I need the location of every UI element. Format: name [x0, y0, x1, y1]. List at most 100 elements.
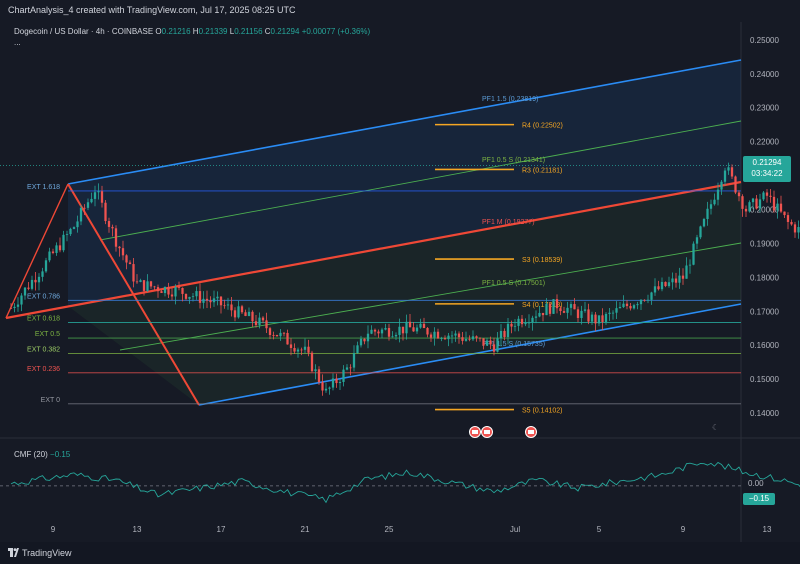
pitchfork-median-line: [5, 180, 742, 320]
sr-level-label: S4 (0.17218): [522, 302, 562, 309]
y-tick-label: 0.15000: [750, 375, 779, 384]
candle-body: [387, 328, 391, 337]
candle-body: [275, 335, 279, 337]
candle-body: [422, 323, 426, 329]
candle-body: [118, 246, 121, 249]
candle-body: [97, 191, 100, 193]
candle-body: [128, 262, 132, 265]
candle-body: [219, 296, 223, 306]
candle-body: [555, 299, 559, 309]
candle-body: [125, 255, 128, 263]
candle-body: [44, 260, 48, 272]
candle-body: [576, 309, 580, 318]
footer-bar: TradingView: [0, 542, 800, 564]
candle-body: [62, 234, 65, 251]
candle-body: [373, 329, 377, 332]
candle-body: [408, 321, 412, 328]
candle-body: [86, 202, 90, 208]
candle-body: [415, 327, 419, 332]
candle-body: [139, 280, 142, 282]
candle-body: [657, 286, 660, 290]
candle-body: [461, 337, 464, 341]
candle-body: [692, 243, 695, 265]
candle-body: [338, 381, 342, 384]
last-price-tag: 0.21294 03:34:22: [743, 156, 791, 182]
cmf-label[interactable]: CMF (20): [14, 450, 48, 459]
candle-body: [499, 330, 503, 339]
candle-body: [639, 299, 643, 305]
candle-body: [751, 198, 755, 203]
x-tick-label: 5: [597, 525, 602, 534]
x-tick-label: 13: [133, 525, 142, 534]
pitchfork-handle-left: [5, 183, 69, 319]
tradingview-logo-icon[interactable]: [8, 548, 19, 558]
candle-body: [100, 191, 104, 203]
candle-body: [380, 329, 384, 334]
event-flag-mark: [484, 430, 490, 434]
candle-body: [653, 286, 657, 293]
candle-body: [149, 281, 153, 287]
candle-body: [685, 265, 688, 279]
event-flag-mark: [472, 430, 478, 434]
candle-body: [632, 305, 636, 309]
candle-body: [678, 275, 681, 283]
candle-body: [352, 353, 356, 368]
candle-body: [240, 306, 244, 313]
candle-body: [790, 221, 793, 225]
change-value: +0.00077 (+0.36%): [301, 27, 371, 36]
close-label: C: [264, 27, 271, 36]
candle-body: [587, 309, 590, 322]
candle-body: [233, 310, 237, 318]
price-chart[interactable]: 0.250000.240000.230000.220000.210000.200…: [0, 22, 800, 542]
candle-body: [426, 328, 429, 335]
candle-body: [783, 211, 786, 216]
fib-level-label: EXT 0.382: [27, 347, 60, 354]
candle-body: [464, 338, 468, 341]
candle-body: [741, 196, 744, 209]
candle-body: [401, 326, 405, 334]
candle-body: [779, 203, 783, 212]
candle-body: [674, 278, 678, 283]
candle-body: [485, 340, 489, 346]
candle-body: [762, 192, 765, 200]
candle-body: [317, 369, 321, 383]
candle-body: [748, 202, 751, 212]
candle-body: [443, 338, 447, 340]
candle-body: [13, 306, 16, 309]
candle-body: [758, 199, 762, 209]
candle-body: [695, 237, 699, 244]
candle-body: [345, 367, 349, 370]
candle-body: [282, 332, 286, 334]
candle-body: [436, 331, 440, 339]
brand-name[interactable]: TradingView: [22, 548, 72, 558]
candle-body: [331, 378, 335, 388]
candle-body: [69, 228, 72, 235]
candle-body: [377, 331, 380, 334]
high-label: H: [192, 27, 199, 36]
legend-more-button[interactable]: ...: [14, 38, 21, 47]
pitchfork-upper-line: [67, 59, 742, 185]
candle-body: [580, 310, 583, 318]
candle-body: [765, 192, 769, 196]
candle-body: [450, 335, 454, 337]
pitchfork-lower-zone: [68, 182, 741, 405]
fib-level-label: EXT 0: [41, 397, 60, 404]
candle-body: [146, 281, 149, 291]
candle-body: [237, 306, 240, 318]
candle-body: [468, 338, 471, 340]
candle-body: [566, 307, 569, 313]
symbol-title[interactable]: Dogecoin / US Dollar · 4h · COINBASE: [14, 27, 154, 36]
candle-body: [604, 313, 608, 322]
y-tick-label: 0.20000: [750, 205, 779, 214]
x-tick-label: 9: [681, 525, 686, 534]
candle-body: [615, 308, 618, 313]
y-tick-label: 0.19000: [750, 239, 779, 248]
candle-body: [709, 204, 713, 209]
moon-icon: ☾: [712, 423, 719, 432]
candle-body: [716, 189, 720, 200]
x-tick-label: 21: [301, 525, 310, 534]
candle-body: [272, 334, 275, 336]
candle-body: [699, 226, 702, 238]
candle-body: [793, 224, 797, 233]
candle-body: [153, 286, 156, 288]
